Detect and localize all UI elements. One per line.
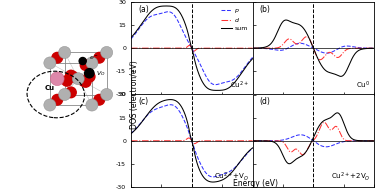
Circle shape	[79, 57, 86, 65]
Text: $V_O$: $V_O$	[96, 69, 105, 78]
Circle shape	[44, 57, 56, 69]
Circle shape	[80, 60, 91, 70]
Text: Cu$^{0}$: Cu$^{0}$	[356, 80, 370, 91]
Circle shape	[52, 52, 63, 63]
Circle shape	[50, 72, 64, 86]
Circle shape	[85, 69, 94, 78]
Circle shape	[44, 99, 56, 111]
Text: Cu$^{2+}$+2V$_O$: Cu$^{2+}$+2V$_O$	[331, 171, 370, 183]
Circle shape	[78, 76, 89, 86]
Circle shape	[68, 71, 78, 82]
Text: Cu: Cu	[45, 85, 54, 91]
Text: Energy (eV): Energy (eV)	[232, 179, 278, 188]
Circle shape	[101, 46, 113, 59]
Text: Cu$^{2+}$: Cu$^{2+}$	[230, 80, 249, 91]
Circle shape	[72, 73, 84, 85]
Circle shape	[52, 94, 63, 105]
Circle shape	[101, 88, 113, 101]
Circle shape	[86, 57, 98, 69]
Circle shape	[62, 76, 72, 86]
Circle shape	[59, 88, 71, 101]
Text: $e^-$: $e^-$	[89, 54, 99, 62]
Text: DOS (electron/eV): DOS (electron/eV)	[130, 60, 139, 129]
Circle shape	[80, 77, 91, 87]
Text: (c): (c)	[138, 97, 148, 106]
Circle shape	[94, 94, 105, 105]
Legend: $p$, $d$, sum: $p$, $d$, sum	[220, 7, 248, 31]
Circle shape	[66, 87, 76, 98]
Text: (a): (a)	[138, 5, 149, 14]
Circle shape	[84, 71, 95, 82]
Circle shape	[94, 52, 105, 63]
Circle shape	[59, 46, 71, 59]
Circle shape	[86, 99, 98, 111]
Text: Cu$^{2+}$+V$_O$: Cu$^{2+}$+V$_O$	[214, 171, 249, 183]
Text: (b): (b)	[260, 5, 271, 14]
Circle shape	[66, 70, 76, 81]
Text: (d): (d)	[260, 97, 271, 106]
